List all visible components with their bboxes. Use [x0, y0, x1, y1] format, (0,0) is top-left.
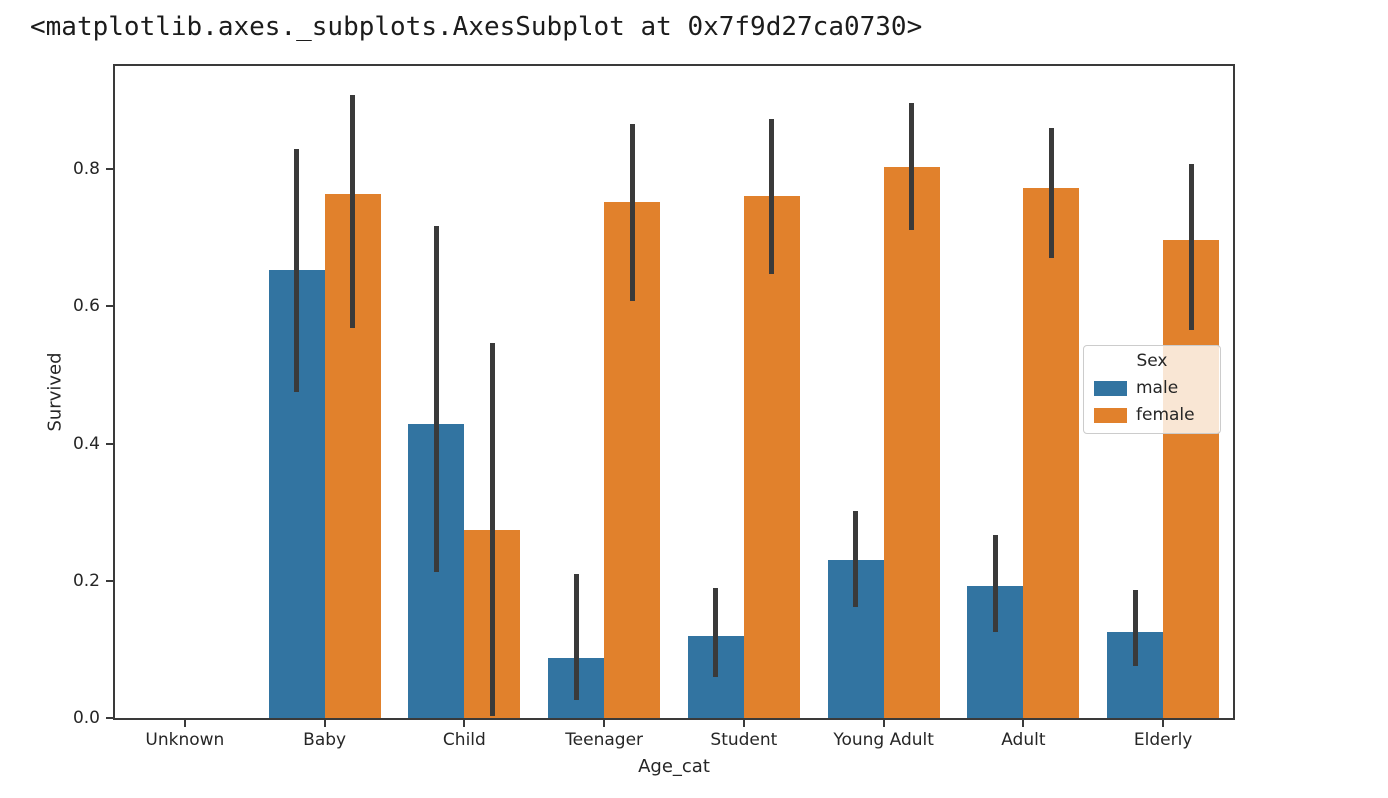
errorbar-female-child	[489, 342, 495, 716]
legend-entry-male: male	[1094, 378, 1210, 398]
x-tick-mark	[882, 720, 885, 727]
legend-swatch-female-icon	[1094, 407, 1127, 423]
errorbar-female-student	[769, 119, 775, 274]
x-tick-label: Child	[442, 730, 486, 750]
errorbar-female-elderly	[1188, 163, 1194, 331]
x-axis-label: Age_cat	[638, 756, 710, 777]
x-tick-mark	[183, 720, 186, 727]
y-tick-mark	[106, 579, 113, 582]
bar-female-adult	[1023, 187, 1080, 718]
legend-title: Sex	[1136, 351, 1168, 371]
x-tick-mark	[1162, 720, 1165, 727]
errorbar-female-adult	[1048, 128, 1054, 259]
bar-female-young-adult	[883, 166, 940, 718]
y-tick-mark	[106, 168, 113, 171]
legend-entry-female: female	[1094, 405, 1210, 425]
legend-entry-female-label: female	[1136, 405, 1195, 425]
legend-entry-male-label: male	[1136, 378, 1179, 398]
y-tick-label: 0.4	[72, 433, 100, 454]
y-axis-label: Survived	[44, 352, 66, 432]
errorbar-female-baby	[350, 95, 356, 329]
errorbar-male-elderly	[1132, 590, 1138, 666]
y-tick-label: 0.2	[72, 570, 100, 591]
y-tick-label: 0.6	[72, 296, 100, 317]
errorbar-male-teenager	[573, 573, 579, 701]
legend-swatch-male-icon	[1094, 380, 1127, 396]
x-tick-label: Unknown	[145, 730, 225, 750]
axes-subplot-repr-text: <matplotlib.axes._subplots.AxesSubplot a…	[30, 12, 923, 42]
errorbar-female-teenager	[629, 124, 635, 301]
bar-female-student	[743, 196, 800, 718]
y-tick-mark	[106, 305, 113, 308]
x-tick-label: Baby	[303, 730, 347, 750]
x-tick-label: Young Adult	[833, 730, 934, 750]
errorbar-male-young-adult	[853, 510, 859, 607]
x-tick-label: Teenager	[565, 730, 644, 750]
plot-area	[113, 64, 1235, 720]
errorbar-male-adult	[992, 534, 998, 632]
y-tick-label: 0.8	[72, 159, 100, 180]
x-tick-label: Student	[710, 730, 778, 750]
y-tick-mark	[106, 442, 113, 445]
errorbar-female-young-adult	[909, 102, 915, 231]
x-tick-mark	[1022, 720, 1025, 727]
errorbar-male-baby	[294, 148, 300, 392]
x-tick-mark	[463, 720, 466, 727]
y-tick-label: 0.0	[72, 708, 100, 728]
y-tick-mark	[106, 717, 113, 719]
x-tick-label: Adult	[1001, 730, 1046, 750]
errorbar-male-student	[713, 588, 719, 677]
x-tick-label: Elderly	[1133, 730, 1193, 750]
x-tick-mark	[323, 720, 326, 727]
legend: Sex male female	[1083, 345, 1221, 434]
errorbar-male-child	[433, 225, 439, 572]
x-tick-mark	[742, 720, 745, 727]
x-tick-mark	[603, 720, 606, 727]
